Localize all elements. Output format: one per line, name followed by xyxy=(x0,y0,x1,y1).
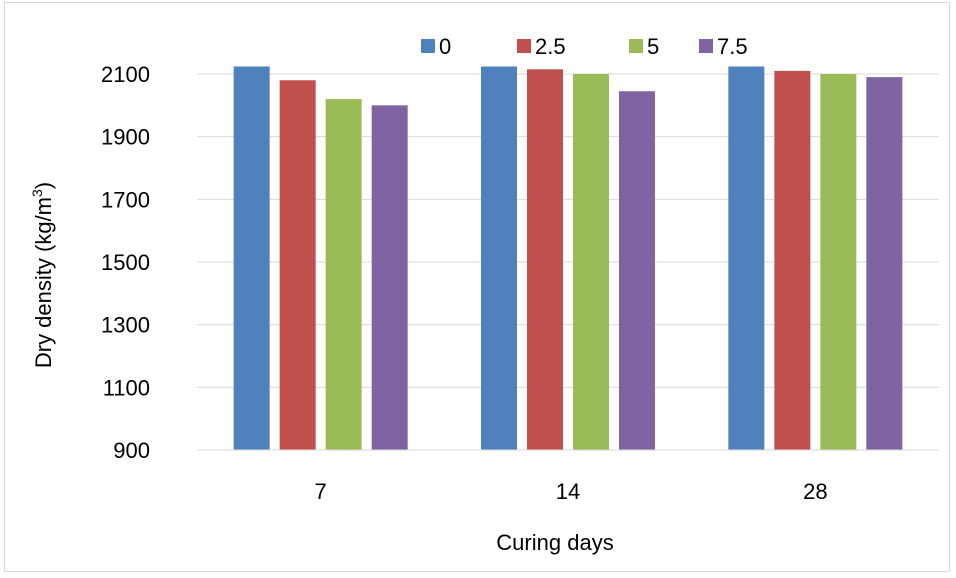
bar-7-series-7.5 xyxy=(371,105,408,450)
legend-label: 5 xyxy=(647,34,659,59)
gridlines xyxy=(197,73,939,388)
chart-frame: 900 1100 1300 1500 1700 1900 2100 7 14 28 0 2.5 5 7… xyxy=(4,2,950,572)
y-tick-label: 1900 xyxy=(101,125,150,150)
y-tick-label: 1300 xyxy=(101,313,150,338)
y-axis-ticks: 900 1100 1300 1500 1700 1900 2100 xyxy=(101,62,150,463)
y-axis-label-text: Dry density (kg/m xyxy=(31,197,56,368)
x-tick-label: 7 xyxy=(315,479,327,504)
legend-swatch xyxy=(699,39,713,53)
legend-swatch xyxy=(517,39,531,53)
y-tick-label: 1700 xyxy=(101,187,150,212)
bar-14-series-2.5 xyxy=(527,69,563,451)
legend-label: 0 xyxy=(439,34,451,59)
bar-28-series-2.5 xyxy=(774,70,811,450)
legend: 0 2.5 5 7.5 xyxy=(421,34,748,59)
y-tick-label: 1100 xyxy=(103,375,150,400)
legend-swatch xyxy=(629,39,643,53)
legend-swatch xyxy=(421,39,435,53)
bar-28-series-5 xyxy=(820,74,857,450)
y-axis-label-superscript: 3 xyxy=(29,189,45,197)
bar-chart: 900 1100 1300 1500 1700 1900 2100 7 14 28 0 2.5 5 7… xyxy=(29,34,939,555)
bar-7-series-5 xyxy=(325,99,362,451)
bar-7-series-2.5 xyxy=(279,80,316,451)
legend-label: 7.5 xyxy=(717,34,748,59)
bar-14-series-0 xyxy=(481,66,517,451)
legend-label: 2.5 xyxy=(535,34,566,59)
bar-28-series-7.5 xyxy=(866,77,903,450)
x-axis-ticks: 7 14 28 xyxy=(315,479,828,504)
x-tick-label: 28 xyxy=(803,479,827,504)
x-axis-label: Curing days xyxy=(496,530,613,555)
bar-7-series-0 xyxy=(233,66,270,451)
y-axis-label-suffix: ) xyxy=(31,182,56,189)
y-tick-label: 900 xyxy=(113,438,150,463)
y-axis-label: Dry density (kg/m3) xyxy=(29,182,56,368)
bar-14-series-5 xyxy=(573,74,609,450)
bars xyxy=(233,66,903,451)
bar-28-series-0 xyxy=(728,66,765,451)
x-tick-label: 14 xyxy=(556,479,580,504)
y-tick-label: 1500 xyxy=(101,250,150,275)
bar-14-series-7.5 xyxy=(619,91,655,450)
y-tick-label: 2100 xyxy=(101,62,150,87)
